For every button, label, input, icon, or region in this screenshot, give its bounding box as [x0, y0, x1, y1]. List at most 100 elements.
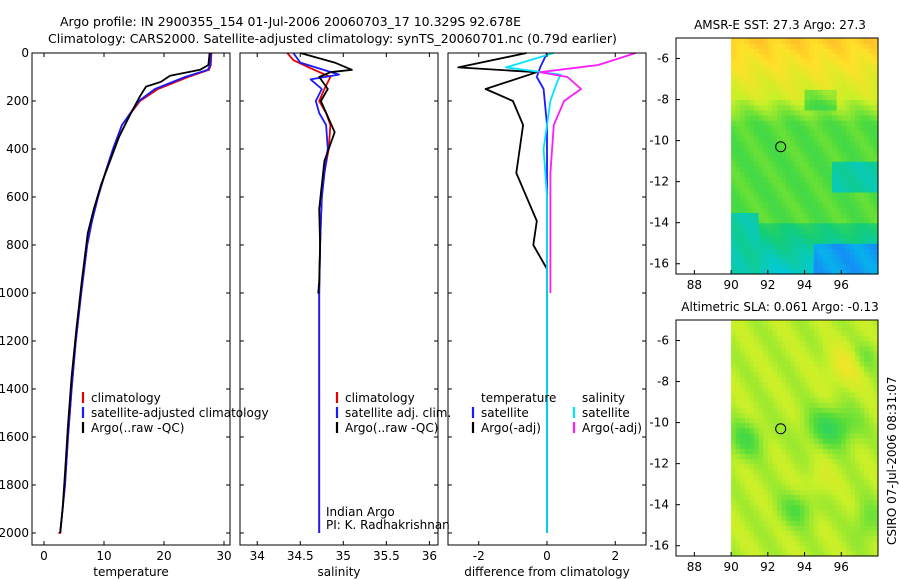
sla-map-cell: [827, 320, 833, 326]
sst-map-cell: [786, 207, 792, 214]
sst-map-cell: [735, 53, 741, 60]
sst-map-cell: [873, 145, 879, 152]
sst-map-cell: [850, 222, 856, 229]
sst-map-cell: [781, 248, 787, 255]
sst-map-cell: [818, 145, 824, 152]
sst-map-cell: [758, 156, 764, 162]
sst-map-cell: [731, 248, 737, 255]
sst-map-cell: [795, 166, 801, 172]
sla-map-cell: [740, 345, 746, 352]
sst-map-cell: [841, 99, 847, 106]
sst-map-cell: [864, 227, 870, 234]
sst-map-cell: [836, 63, 842, 70]
sla-map-cell: [749, 407, 755, 413]
sla-map-cell: [841, 361, 847, 367]
sla-map-cell: [845, 545, 852, 552]
sst-map-cell: [813, 79, 819, 85]
sla-map-cell: [786, 412, 792, 419]
sla-map-cell: [845, 509, 852, 516]
sla-map-cell: [804, 494, 810, 501]
sla-map-cell: [873, 453, 879, 460]
sst-map-cell: [855, 150, 861, 157]
sst-map-cell: [731, 63, 737, 70]
sst-map-cell: [868, 150, 875, 157]
sla-map-cell: [864, 545, 870, 552]
temperature-ytick-label: 200: [6, 94, 29, 108]
sst-map-cell: [845, 161, 852, 167]
sla-map-cell: [832, 417, 838, 424]
sst-map-cell: [809, 243, 815, 249]
temperature-ytick-label: 600: [6, 190, 29, 204]
sst-map-cell: [822, 186, 829, 193]
sla-map-cell: [744, 489, 751, 496]
sst-map-cell: [864, 222, 870, 229]
sst-map-cell: [850, 140, 856, 147]
sla-map-cell: [777, 381, 783, 388]
sla-map-cell: [777, 361, 783, 367]
sla-map-cell: [864, 396, 870, 403]
sla-map-cell: [868, 361, 875, 367]
sst-map-cell: [822, 191, 829, 198]
sla-map-cell: [731, 320, 737, 326]
sst-map-cell: [754, 79, 760, 85]
sla-map-cell: [864, 535, 870, 542]
sla-map-cell: [777, 545, 783, 552]
sst-map-cell: [790, 191, 796, 198]
sst-map-cell: [836, 145, 842, 152]
sst-map-cell: [859, 166, 865, 172]
sla-map-cell: [772, 448, 778, 454]
sla-map-cell: [763, 520, 769, 526]
sst-map-cell: [767, 38, 774, 44]
sla-map-cell: [799, 494, 806, 501]
sst-map-cell: [772, 202, 778, 208]
sla-map-cell: [873, 525, 879, 531]
sst-map-cell: [873, 161, 879, 167]
sst-map-cell: [795, 232, 801, 239]
sla-map-cell: [868, 345, 875, 352]
sst-map-cell: [763, 43, 769, 49]
sst-map-cell: [868, 197, 875, 203]
sst-map-cell: [859, 58, 865, 65]
sst-map-cell: [735, 38, 741, 44]
sst-map-cell: [758, 212, 764, 219]
sst-map-cell: [864, 53, 870, 60]
sla-map-cell: [790, 458, 796, 465]
sla-map-cell: [841, 494, 847, 501]
sla-map-cell: [873, 479, 879, 485]
sla-map-cell: [873, 443, 879, 449]
sst-map-cell: [864, 125, 870, 131]
sst-map-cell: [864, 43, 870, 49]
sst-map-cell: [790, 161, 796, 167]
sst-map-cell: [758, 109, 764, 116]
sla-map-cell: [855, 381, 861, 388]
sst-map-cell: [735, 222, 741, 229]
sst-map-cell: [795, 130, 801, 137]
sla-map-cell: [744, 381, 751, 388]
sst-map-cell: [804, 145, 810, 152]
sla-map-cell: [827, 525, 833, 531]
sla-map-cell: [795, 494, 801, 501]
sst-map-cell: [795, 212, 801, 219]
sla-map-cell: [777, 484, 783, 490]
sst-map-cell: [873, 166, 879, 172]
sla-map-cell: [836, 468, 842, 475]
sla-map-cell: [827, 438, 833, 444]
sst-map-cell: [731, 79, 737, 85]
sst-map-cell: [735, 202, 741, 208]
sst-map-cell: [864, 94, 870, 101]
sst-map-cell: [822, 109, 829, 116]
sla-map-cell: [832, 371, 838, 378]
sst-map-cell: [822, 166, 829, 172]
sla-map-cell: [740, 468, 746, 475]
sst-map-cell: [749, 186, 755, 193]
sst-map-cell: [845, 207, 852, 214]
sst-map-cell: [813, 58, 819, 65]
sst-map-cell: [822, 38, 829, 44]
sla-map-cell: [777, 479, 783, 485]
sla-map-cell: [795, 535, 801, 542]
sst-map-cell: [735, 150, 741, 157]
sla-map-cell: [786, 350, 792, 357]
sla-map-cell: [731, 550, 737, 557]
sst-map-cell: [731, 114, 737, 121]
sst-map-cell: [795, 135, 801, 142]
